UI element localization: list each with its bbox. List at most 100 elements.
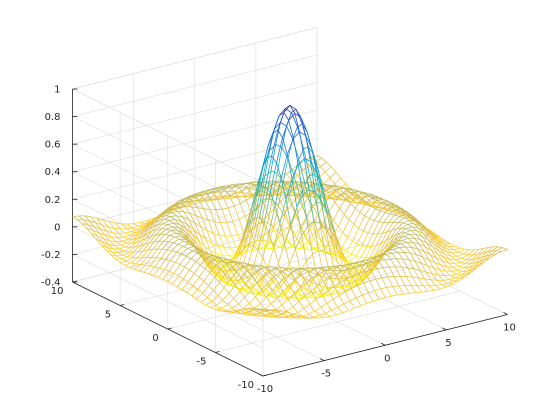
- mesh-segment: [379, 240, 387, 253]
- mesh-segment: [269, 295, 276, 299]
- mesh-segment: [457, 253, 464, 257]
- mesh-segment: [309, 299, 317, 305]
- mesh-segment: [328, 210, 334, 232]
- mesh-segment: [202, 250, 208, 254]
- mesh-segment: [249, 218, 255, 225]
- mesh-segment: [184, 206, 191, 214]
- mesh-segment: [198, 276, 205, 282]
- mesh-segment: [270, 303, 277, 311]
- mesh-segment: [475, 252, 483, 260]
- mesh-segment: [296, 238, 304, 247]
- mesh-segment: [421, 262, 428, 266]
- mesh-segment: [243, 307, 249, 310]
- mesh-segment: [331, 292, 338, 295]
- mesh-segment: [358, 273, 364, 284]
- mesh-segment: [455, 257, 463, 261]
- mesh-segment: [381, 202, 387, 206]
- mesh-segment: [291, 292, 297, 298]
- mesh-segment: [157, 269, 165, 278]
- mesh-segment: [263, 286, 269, 291]
- mesh-segment: [117, 250, 125, 253]
- mesh-segment: [183, 211, 191, 214]
- mesh-segment: [277, 232, 285, 239]
- mesh-segment: [241, 279, 249, 289]
- mesh-segment: [243, 303, 250, 309]
- mesh-segment: [210, 304, 217, 308]
- mesh-segment: [361, 232, 369, 246]
- mesh-segment: [93, 226, 100, 234]
- mesh-segment: [457, 269, 463, 272]
- wall-grid-z: [72, 137, 318, 200]
- mesh-segment: [219, 234, 226, 237]
- mesh-segment: [398, 222, 403, 224]
- mesh-segment: [289, 104, 297, 110]
- mesh-segment: [128, 235, 135, 240]
- mesh-segment: [130, 257, 138, 264]
- mesh-segment: [318, 286, 325, 295]
- mesh-segment: [214, 221, 220, 236]
- mesh-segment: [102, 219, 110, 222]
- mesh-segment: [167, 222, 174, 225]
- mesh-segment: [117, 252, 124, 256]
- mesh-segment: [378, 196, 384, 200]
- mesh-segment: [249, 265, 257, 272]
- mesh-segment: [281, 267, 287, 270]
- mesh-segment: [151, 229, 157, 232]
- x-tick-mark: [319, 358, 325, 361]
- mesh-segment: [467, 266, 474, 272]
- mesh-segment: [280, 293, 286, 298]
- mesh-segment: [139, 243, 145, 247]
- mesh-segment: [196, 250, 204, 254]
- mesh-segment: [300, 282, 307, 288]
- mesh-segment: [84, 215, 90, 222]
- mesh-segment: [266, 270, 272, 276]
- mesh-segment: [96, 239, 102, 246]
- mesh-segment: [166, 226, 173, 230]
- mesh-segment: [347, 279, 353, 286]
- mesh-segment: [414, 237, 421, 241]
- mesh-segment: [210, 199, 217, 210]
- mesh-segment: [397, 293, 404, 296]
- mesh-segment: [280, 154, 288, 179]
- mesh-segment: [275, 122, 281, 145]
- mesh-segment: [477, 252, 483, 255]
- mesh-segment: [240, 312, 246, 314]
- mesh-segment: [123, 236, 129, 240]
- mesh-segment: [231, 234, 238, 237]
- mesh-segment: [173, 264, 181, 274]
- axis-box: [72, 88, 508, 377]
- mesh-segment: [450, 273, 457, 276]
- mesh-segment: [166, 249, 172, 252]
- mesh-segment: [121, 258, 127, 262]
- mesh-segment: [257, 282, 264, 291]
- mesh-segment: [431, 273, 438, 281]
- mesh-segment: [302, 195, 309, 227]
- mesh-segment: [265, 170, 272, 199]
- mesh-segment: [226, 260, 234, 264]
- mesh-segment: [320, 231, 328, 242]
- mesh-segment: [164, 219, 170, 221]
- mesh-segment: [273, 271, 281, 277]
- mesh-segment: [380, 287, 387, 290]
- mesh-segment: [410, 285, 417, 293]
- mesh-segment: [258, 292, 266, 297]
- z-tick-label: 0.4: [45, 167, 61, 178]
- mesh-segment: [222, 259, 229, 261]
- mesh-segment: [487, 250, 492, 253]
- mesh-segment: [272, 281, 280, 289]
- mesh-segment: [376, 200, 382, 204]
- mesh-segment: [276, 246, 282, 249]
- mesh-segment: [459, 274, 467, 279]
- mesh-segment: [242, 183, 249, 189]
- mesh-segment: [249, 309, 255, 312]
- mesh-segment: [439, 269, 446, 272]
- mesh-segment: [200, 301, 207, 306]
- mesh-segment: [234, 203, 241, 207]
- mesh-segment: [313, 221, 319, 251]
- mesh-segment: [139, 270, 145, 273]
- mesh-segment: [203, 272, 211, 282]
- mesh-segment: [290, 269, 298, 274]
- mesh-segment: [395, 239, 403, 245]
- mesh-segment: [216, 304, 222, 309]
- mesh-segment: [204, 192, 211, 195]
